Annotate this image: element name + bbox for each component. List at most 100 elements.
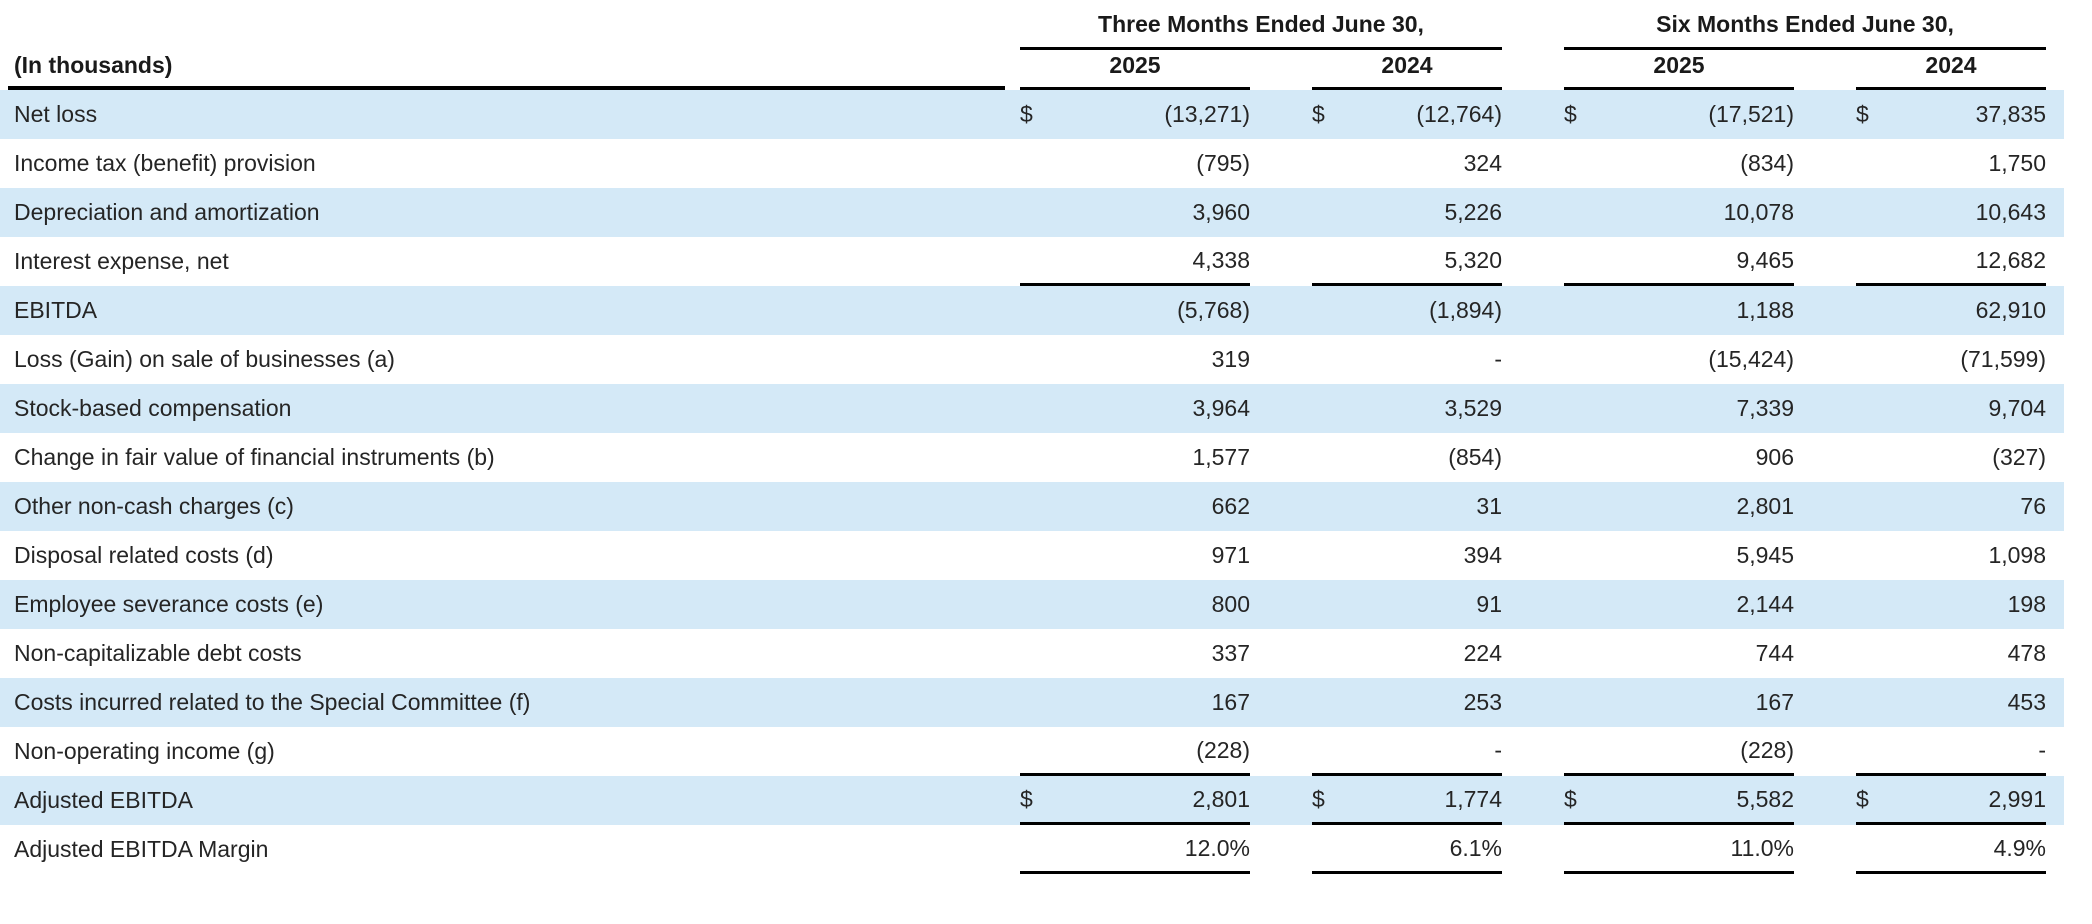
column-gap bbox=[1005, 237, 1020, 286]
dollar-sign: $ bbox=[1312, 785, 1325, 812]
value-cell: (795) bbox=[1020, 139, 1250, 188]
dollar-sign: $ bbox=[1564, 101, 1577, 127]
value-cell: 198 bbox=[1856, 580, 2046, 629]
value-cell: 324 bbox=[1312, 139, 1502, 188]
value-cell: 4.9% bbox=[1856, 825, 2046, 874]
column-gap bbox=[1250, 237, 1312, 286]
cell-value: 3,964 bbox=[1192, 395, 1250, 421]
value-cell: 1,577 bbox=[1020, 433, 1250, 482]
row-label: Other non-cash charges (c) bbox=[14, 493, 294, 519]
cell-value: 167 bbox=[1211, 689, 1250, 715]
column-gap bbox=[1502, 776, 1564, 825]
column-gap bbox=[1502, 629, 1564, 678]
cell-value: (5,768) bbox=[1177, 297, 1250, 323]
table-row: Employee severance costs (e) 800 91 2,14… bbox=[0, 580, 2064, 629]
cell-value: (1,894) bbox=[1429, 297, 1502, 323]
column-gap bbox=[1794, 237, 1856, 286]
cell-value: (228) bbox=[1196, 736, 1250, 763]
header-group-row: Three Months Ended June 30, Six Months E… bbox=[0, 0, 2064, 50]
column-gap bbox=[1005, 482, 1020, 531]
value-cell: (228) bbox=[1020, 727, 1250, 776]
value-cell: $ (13,271) bbox=[1020, 90, 1250, 139]
column-gap bbox=[1005, 580, 1020, 629]
column-gap bbox=[1502, 531, 1564, 580]
column-gap bbox=[1005, 188, 1020, 237]
value-cell: 3,964 bbox=[1020, 384, 1250, 433]
dollar-sign: $ bbox=[1856, 101, 1869, 127]
cell-value: - bbox=[2038, 736, 2046, 763]
value-cell: 744 bbox=[1564, 629, 1794, 678]
cell-value: 4.9% bbox=[1993, 834, 2046, 861]
value-cell: 167 bbox=[1564, 678, 1794, 727]
table-row: Costs incurred related to the Special Co… bbox=[0, 678, 2064, 727]
cell-value: 12.0% bbox=[1184, 834, 1250, 861]
table-row: Stock-based compensation 3,964 3,529 7,3… bbox=[0, 384, 2064, 433]
cell-value: 10,078 bbox=[1723, 199, 1794, 225]
table-row: Net loss $ (13,271) $ (12,764) $ (17,521… bbox=[0, 90, 2064, 139]
column-gap bbox=[1794, 139, 1856, 188]
value-cell: 5,945 bbox=[1564, 531, 1794, 580]
cell-value: 9,704 bbox=[1988, 395, 2046, 421]
value-cell: 10,078 bbox=[1564, 188, 1794, 237]
column-gap bbox=[1250, 580, 1312, 629]
cell-value: 662 bbox=[1211, 493, 1250, 519]
row-label: Change in fair value of financial instru… bbox=[14, 444, 495, 470]
value-cell: $ 2,801 bbox=[1020, 776, 1250, 825]
column-gap bbox=[1250, 188, 1312, 237]
value-cell: 9,704 bbox=[1856, 384, 2046, 433]
cell-value: (15,424) bbox=[1708, 346, 1794, 372]
value-cell: 3,960 bbox=[1020, 188, 1250, 237]
value-cell: 453 bbox=[1856, 678, 2046, 727]
row-label: Stock-based compensation bbox=[14, 395, 292, 421]
column-gap bbox=[1250, 384, 1312, 433]
cell-value: 253 bbox=[1463, 689, 1502, 715]
column-gap bbox=[1502, 727, 1564, 776]
value-cell: 1,750 bbox=[1856, 139, 2046, 188]
cell-value: 3,529 bbox=[1444, 395, 1502, 421]
value-cell: 10,643 bbox=[1856, 188, 2046, 237]
cell-value: 6.1% bbox=[1449, 834, 1502, 861]
cell-value: 2,144 bbox=[1736, 591, 1794, 617]
table-row: EBITDA (5,768) (1,894) 1,188 62,910 bbox=[0, 286, 2064, 335]
value-cell: 31 bbox=[1312, 482, 1502, 531]
column-gap bbox=[1794, 727, 1856, 776]
column-gap bbox=[1250, 139, 1312, 188]
column-gap bbox=[1502, 580, 1564, 629]
table-row: Non-operating income (g) (228) - (228) - bbox=[0, 727, 2064, 776]
dollar-sign: $ bbox=[1312, 101, 1325, 127]
row-label: EBITDA bbox=[14, 297, 98, 323]
cell-value: 744 bbox=[1755, 640, 1794, 666]
column-gap bbox=[1794, 433, 1856, 482]
cell-value: 324 bbox=[1463, 150, 1502, 176]
column-gap bbox=[1502, 237, 1564, 286]
cell-value: 337 bbox=[1211, 640, 1250, 666]
cell-value: 2,801 bbox=[1736, 493, 1794, 519]
value-cell: 12.0% bbox=[1020, 825, 1250, 874]
column-gap bbox=[1502, 482, 1564, 531]
column-gap bbox=[1502, 139, 1564, 188]
value-cell: 11.0% bbox=[1564, 825, 1794, 874]
cell-value: 2,991 bbox=[1988, 785, 2046, 812]
cell-value: (12,764) bbox=[1416, 101, 1502, 127]
value-cell: (1,894) bbox=[1312, 286, 1502, 335]
value-cell: 167 bbox=[1020, 678, 1250, 727]
cell-value: (854) bbox=[1448, 444, 1502, 470]
value-cell: 91 bbox=[1312, 580, 1502, 629]
value-cell: 9,465 bbox=[1564, 237, 1794, 286]
column-gap bbox=[1005, 90, 1020, 139]
column-gap bbox=[1250, 433, 1312, 482]
row-label: Interest expense, net bbox=[14, 248, 229, 274]
value-cell: (15,424) bbox=[1564, 335, 1794, 384]
value-cell: 478 bbox=[1856, 629, 2046, 678]
cell-value: (17,521) bbox=[1708, 101, 1794, 127]
column-gap bbox=[1005, 433, 1020, 482]
column-gap bbox=[1005, 335, 1020, 384]
column-gap bbox=[1005, 727, 1020, 776]
value-cell: - bbox=[1312, 335, 1502, 384]
cell-value: 11.0% bbox=[1730, 834, 1794, 861]
row-label: Income tax (benefit) provision bbox=[14, 150, 316, 176]
units-label: (In thousands) bbox=[8, 52, 1005, 90]
table-row: Adjusted EBITDA $ 2,801 $ 1,774 $ 5,582 … bbox=[0, 776, 2064, 825]
value-cell: 394 bbox=[1312, 531, 1502, 580]
cell-value: 224 bbox=[1463, 640, 1502, 666]
